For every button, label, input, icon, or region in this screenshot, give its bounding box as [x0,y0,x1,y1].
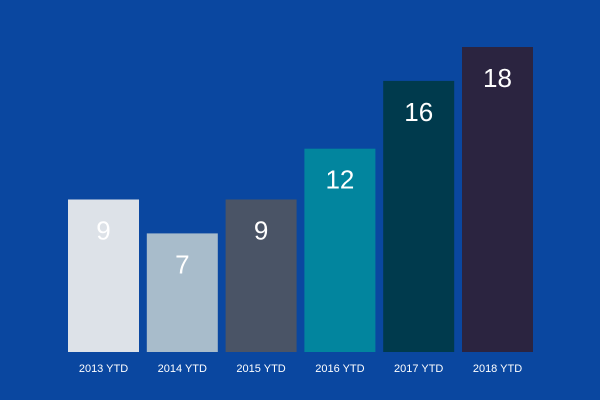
bar-value-label-0: 9 [96,216,110,246]
bar-value-label-2: 9 [254,216,268,246]
bar-0 [68,199,139,352]
bar-3 [304,148,376,352]
value-labels-group: 9 7 9 12 16 18 [96,63,512,279]
x-tick-label-0: 2013 YTD [79,363,128,375]
x-axis-tick-labels: 2013 YTD 2014 YTD 2015 YTD 2016 YTD 2017 YTD… [79,363,522,375]
bar-value-label-1: 7 [175,249,189,279]
bar-value-label-4: 16 [404,97,433,127]
bar-value-label-5: 18 [483,63,512,93]
x-tick-label-1: 2014 YTD [158,363,207,375]
bar-4 [383,80,455,353]
bars-group [68,47,533,353]
bar-2 [225,199,297,352]
bar-1 [146,233,218,352]
x-tick-label-4: 2017 YTD [394,363,443,375]
x-tick-label-3: 2016 YTD [315,363,364,375]
x-tick-label-5: 2018 YTD [473,363,522,375]
bar-5 [462,47,533,352]
x-tick-label-2: 2015 YTD [236,363,285,375]
bar-value-label-3: 12 [325,165,354,195]
